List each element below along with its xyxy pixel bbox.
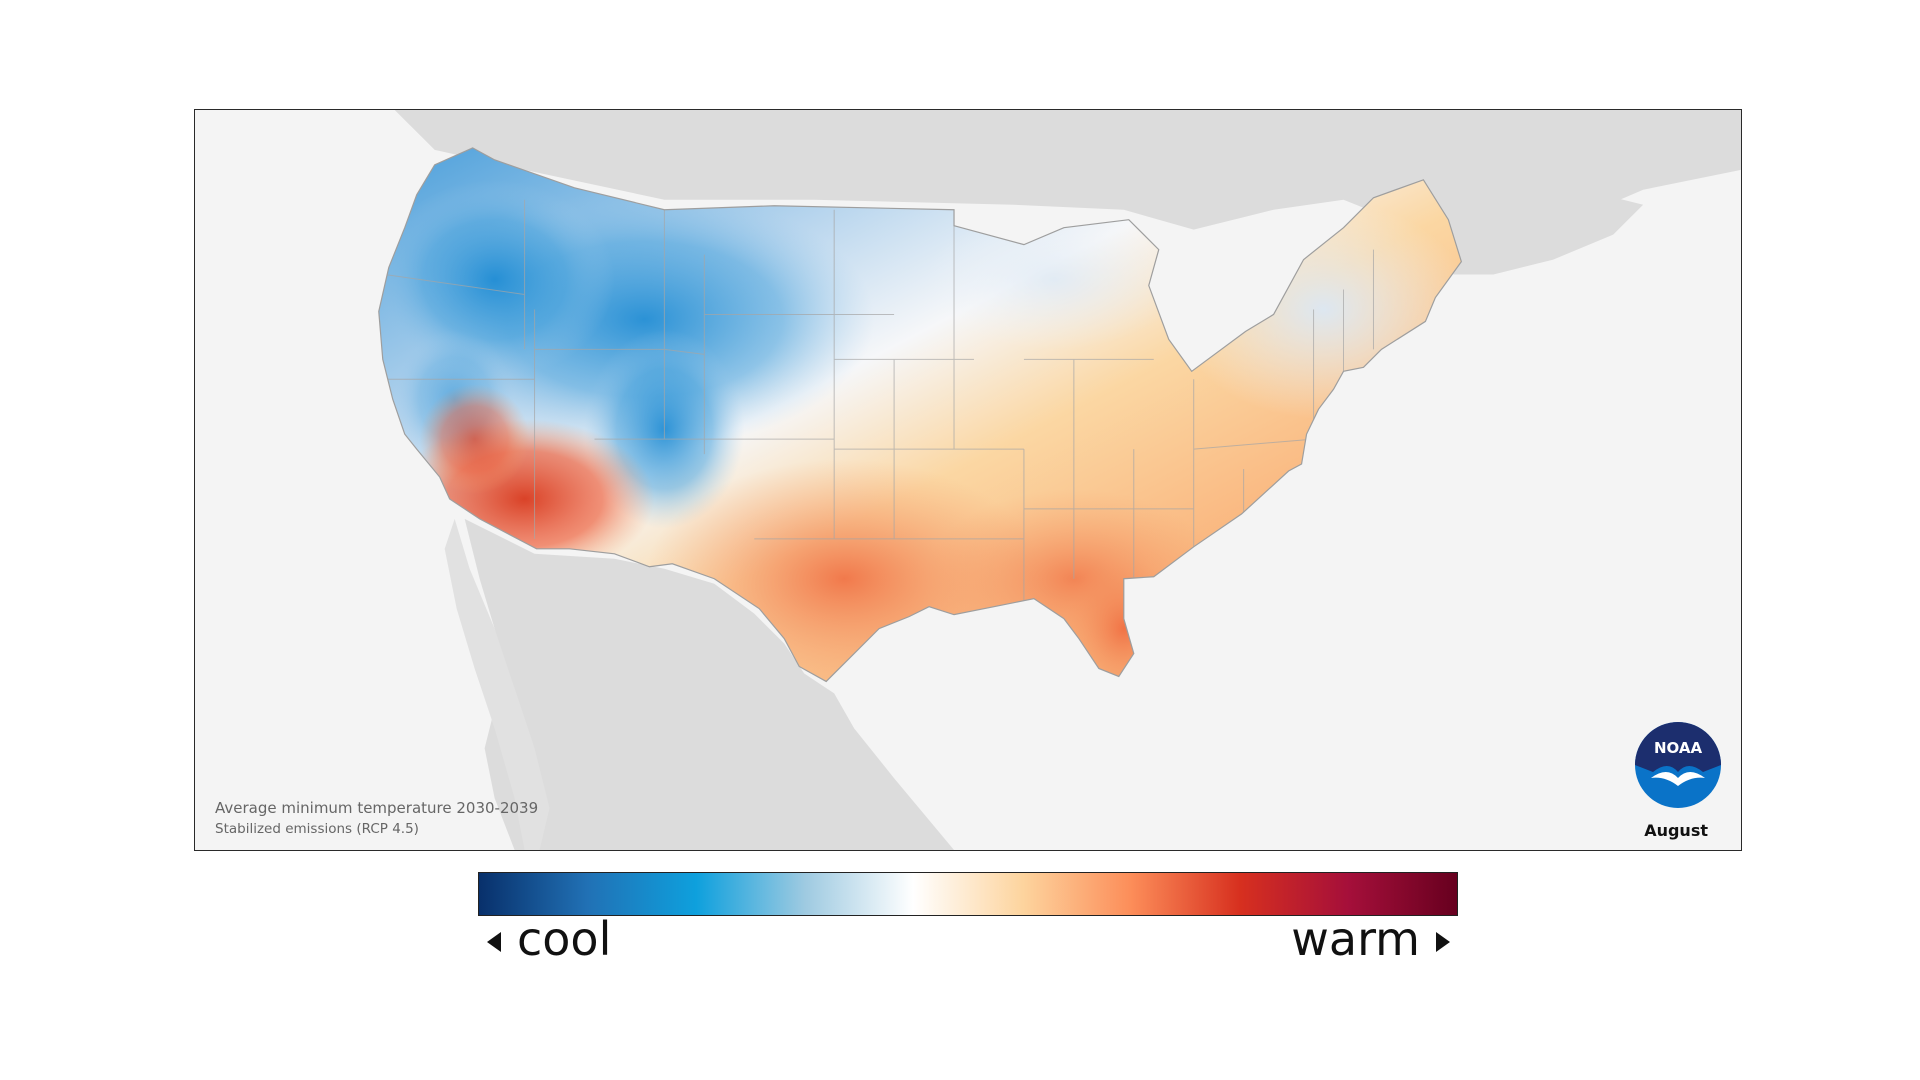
- temperature-colorbar: [478, 872, 1458, 916]
- month-label: August: [1644, 821, 1708, 840]
- noaa-logo: NOAA: [1635, 722, 1721, 808]
- map-caption-title: Average minimum temperature 2030-2039: [215, 799, 539, 817]
- state-boundaries: [384, 199, 1374, 629]
- map-caption-subtitle: Stabilized emissions (RCP 4.5): [215, 821, 419, 837]
- arrow-left-icon: [487, 932, 501, 952]
- mexico-landmass: [464, 518, 955, 850]
- nova-scotia-landmass: [1443, 189, 1644, 275]
- us-temperature-map: [378, 110, 1741, 850]
- scale-warm: warm: [1291, 912, 1450, 966]
- noaa-logo-text: NOAA: [1654, 739, 1703, 757]
- scale-cool-label: cool: [517, 912, 612, 966]
- scale-cool: cool: [487, 912, 611, 966]
- scale-warm-label: warm: [1291, 912, 1420, 966]
- map-panel: Average minimum temperature 2030-2039 St…: [194, 109, 1742, 851]
- arrow-right-icon: [1436, 932, 1450, 952]
- baja-peninsula: [444, 518, 550, 850]
